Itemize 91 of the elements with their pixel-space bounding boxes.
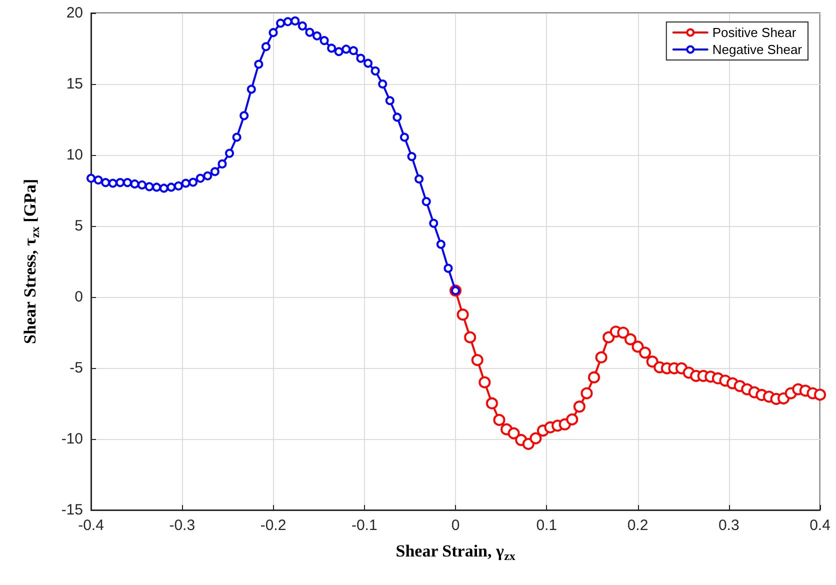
point: [166, 182, 176, 192]
point: [624, 333, 636, 346]
point: [225, 148, 234, 158]
point: [493, 414, 506, 426]
x-tick-label: -0.4: [78, 517, 104, 534]
y-tick-label: -5: [70, 360, 83, 376]
x-tick-label: -0.2: [260, 517, 286, 534]
point: [456, 308, 469, 321]
point: [334, 47, 344, 56]
legend-label: Positive Shear: [712, 25, 797, 40]
point: [385, 96, 394, 106]
point: [290, 16, 300, 26]
point: [370, 66, 380, 76]
point: [196, 174, 205, 183]
point: [246, 84, 256, 94]
x-tick-label: -0.3: [169, 517, 196, 534]
x-tick-label: 0: [451, 517, 460, 534]
point: [298, 21, 307, 30]
point: [86, 174, 96, 183]
point: [478, 376, 491, 388]
point: [130, 179, 140, 188]
point: [356, 54, 366, 63]
point: [276, 18, 286, 28]
point: [573, 400, 586, 413]
point: [508, 427, 520, 440]
point: [814, 388, 826, 401]
point: [101, 178, 110, 188]
x-tick-label: 0.4: [810, 517, 830, 534]
point: [364, 58, 373, 68]
point: [254, 60, 264, 69]
point: [639, 346, 652, 359]
y-tick-label: -15: [61, 502, 83, 518]
point: [203, 171, 212, 180]
point: [210, 167, 220, 176]
y-tick-label: 0: [74, 288, 83, 306]
point: [566, 413, 578, 426]
point: [646, 356, 658, 368]
point: [444, 264, 453, 273]
point: [320, 36, 329, 46]
point: [522, 438, 534, 450]
point: [348, 46, 358, 56]
y-tick-label: 5: [74, 218, 83, 234]
point: [116, 178, 125, 188]
x-tick-label: 0.1: [536, 517, 558, 534]
point: [261, 42, 270, 52]
point: [602, 331, 615, 344]
point: [588, 371, 600, 384]
point: [327, 44, 336, 53]
point: [312, 31, 322, 40]
point: [283, 17, 292, 26]
point: [407, 152, 416, 162]
point: [429, 218, 438, 228]
point: [268, 28, 278, 38]
point: [138, 180, 147, 190]
point: [580, 387, 593, 400]
point: [392, 112, 402, 122]
point: [378, 80, 388, 88]
point: [144, 182, 154, 192]
point: [94, 175, 103, 184]
y-tick-label: 20: [66, 4, 83, 22]
point: [159, 184, 168, 193]
point: [595, 351, 608, 364]
point: [464, 331, 476, 344]
point: [240, 111, 249, 120]
point: [422, 197, 431, 206]
x-tick-label: 0.2: [627, 517, 648, 534]
point: [232, 132, 242, 142]
point: [305, 28, 314, 37]
y-tick-label: -10: [61, 430, 83, 448]
point: [174, 181, 183, 190]
point: [486, 397, 498, 410]
point: [108, 178, 118, 188]
point: [471, 354, 484, 366]
x-tick-label: 0.3: [718, 517, 740, 534]
y-tick-label: 10: [66, 146, 83, 164]
point: [436, 240, 446, 249]
point: [218, 159, 227, 168]
legend-label: Negative Shear: [712, 42, 803, 57]
point: [530, 432, 542, 444]
point: [414, 174, 424, 184]
point: [617, 326, 630, 339]
point: [632, 340, 644, 353]
point: [122, 178, 132, 188]
point: [188, 178, 198, 187]
y-axis-title: Shear Stress, τzx [GPa]: [20, 178, 42, 344]
point: [342, 44, 351, 54]
point: [152, 182, 162, 192]
y-tick-label: 15: [66, 76, 83, 92]
point: [400, 132, 409, 142]
x-tick-label: -0.1: [351, 517, 378, 534]
point: [181, 178, 190, 188]
